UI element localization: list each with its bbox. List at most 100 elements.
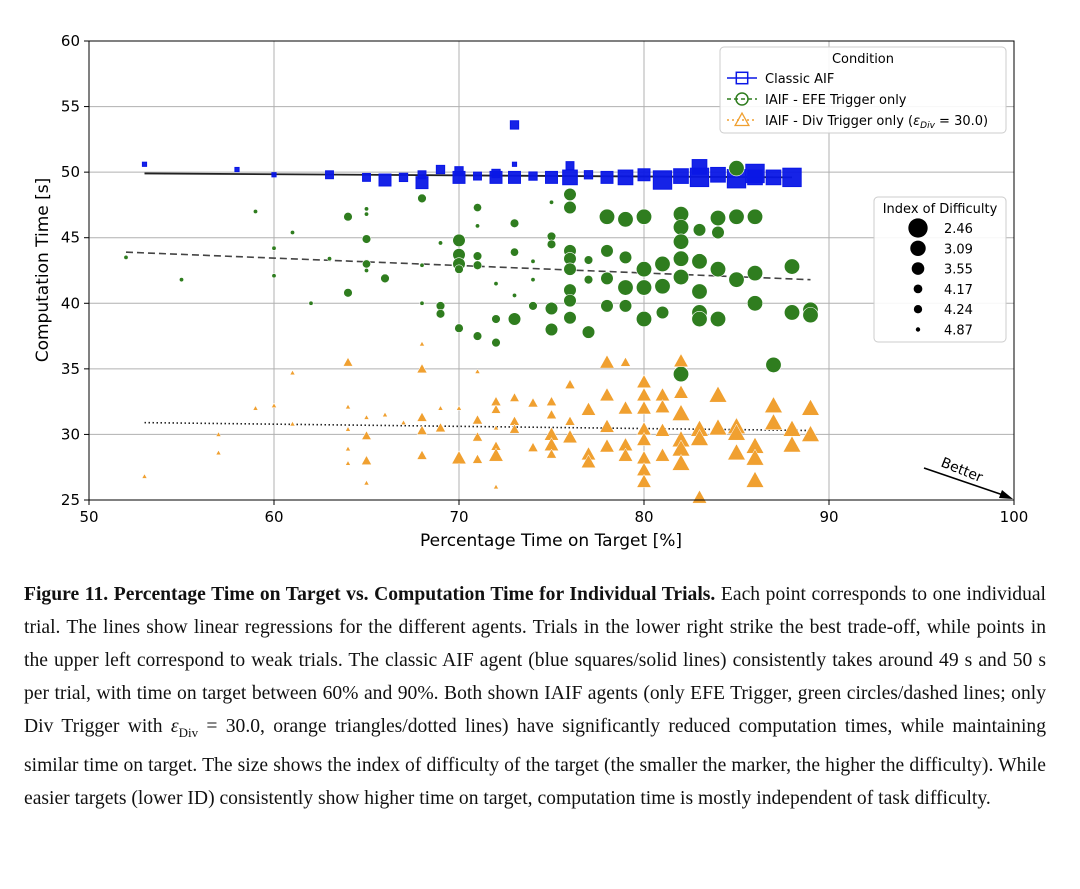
circle-point bbox=[654, 278, 671, 295]
circle-point bbox=[728, 160, 745, 177]
triangle-point bbox=[215, 431, 222, 437]
circle-point bbox=[454, 323, 464, 333]
triangle-point bbox=[636, 400, 652, 415]
caption-subscript: Div bbox=[178, 724, 199, 740]
square-point bbox=[378, 173, 392, 187]
triangle-point bbox=[493, 424, 499, 431]
circle-point bbox=[435, 301, 446, 311]
triangle-point bbox=[271, 402, 277, 408]
circle-point bbox=[362, 259, 371, 269]
triangle-point bbox=[363, 414, 370, 420]
circle-point bbox=[435, 309, 446, 319]
circle-point bbox=[691, 283, 708, 300]
triangle-point bbox=[782, 419, 802, 437]
square-point bbox=[652, 170, 673, 190]
size-legend-title: Index of Difficulty bbox=[883, 202, 998, 217]
triangle-point bbox=[580, 401, 597, 416]
y-tick-label: 35 bbox=[61, 360, 80, 378]
circle-point bbox=[343, 212, 353, 222]
triangle-point bbox=[654, 399, 671, 413]
triangle-point bbox=[416, 363, 428, 374]
triangle-point bbox=[636, 374, 652, 389]
circle-point bbox=[746, 208, 764, 225]
size-legend: Index of Difficulty 2.46 3.09 3.55 4.17 4.24… bbox=[873, 196, 1007, 343]
triangle-point bbox=[673, 353, 689, 368]
circle-point bbox=[709, 210, 727, 227]
circle-point bbox=[672, 366, 690, 383]
figure-caption: Figure 11. Percentage Time on Target vs.… bbox=[24, 578, 1046, 815]
circle-point bbox=[802, 307, 819, 324]
circle-point bbox=[691, 311, 708, 328]
triangle-point bbox=[727, 443, 746, 461]
triangle-point bbox=[345, 403, 351, 410]
circle-point bbox=[491, 314, 501, 324]
circle-point bbox=[711, 225, 725, 240]
circle-point bbox=[581, 325, 596, 339]
legend-label: IAIF - Div Trigger only (εDiv = 30.0) bbox=[765, 114, 988, 131]
circle-point bbox=[491, 337, 501, 348]
triangle-point bbox=[289, 369, 296, 376]
triangle-point bbox=[488, 447, 504, 462]
triangle-point bbox=[289, 420, 296, 427]
circle-point bbox=[417, 193, 427, 204]
triangle-point bbox=[580, 454, 597, 469]
triangle-point bbox=[745, 448, 765, 466]
triangle-point bbox=[599, 438, 615, 453]
circle-point bbox=[728, 271, 745, 288]
triangle-point bbox=[546, 409, 557, 420]
circle-point bbox=[598, 208, 616, 225]
size-legend-marker bbox=[913, 305, 923, 314]
circle-point bbox=[363, 206, 369, 212]
circle-point bbox=[563, 187, 577, 202]
square-point bbox=[234, 166, 240, 173]
triangle-point bbox=[708, 418, 728, 436]
y-axis-label: Computation Time [s] bbox=[33, 178, 53, 363]
y-tick-label: 45 bbox=[61, 229, 80, 247]
triangle-point bbox=[474, 368, 481, 374]
caption-text-1: Each point corresponds to one individual… bbox=[24, 584, 1047, 737]
square-point bbox=[511, 161, 518, 167]
size-legend-label: 2.46 bbox=[944, 222, 973, 237]
x-tick-label: 70 bbox=[449, 508, 468, 526]
legend-marker-circle bbox=[735, 92, 749, 106]
triangle-point bbox=[636, 450, 652, 465]
circle-point bbox=[271, 273, 277, 279]
triangle-point bbox=[472, 453, 483, 464]
x-axis-label: Percentage Time on Target [%] bbox=[420, 531, 682, 551]
circle-point bbox=[509, 218, 520, 228]
triangle-point bbox=[382, 411, 388, 418]
circle-point bbox=[437, 240, 443, 246]
circle-point bbox=[563, 200, 577, 215]
circle-point bbox=[618, 299, 633, 313]
x-tick-label: 50 bbox=[79, 508, 98, 526]
triangle-point bbox=[456, 405, 462, 411]
circle-point bbox=[563, 294, 577, 308]
triangle-point bbox=[636, 473, 652, 488]
triangle-point bbox=[435, 422, 446, 433]
circle-point bbox=[783, 304, 801, 321]
triangle-point bbox=[509, 392, 520, 402]
legend-title: Condition bbox=[832, 52, 894, 67]
circle-point bbox=[308, 300, 314, 306]
circle-point bbox=[380, 273, 390, 284]
triangle-point bbox=[599, 387, 615, 402]
size-legend-label: 3.55 bbox=[944, 263, 973, 278]
circle-point bbox=[363, 211, 369, 217]
circle-point bbox=[617, 211, 634, 228]
caption-symbol: ε bbox=[170, 716, 179, 737]
circle-point bbox=[583, 255, 594, 265]
circle-point bbox=[546, 239, 557, 249]
triangle-point bbox=[562, 429, 578, 444]
plot-frame bbox=[88, 40, 1015, 501]
square-point bbox=[362, 172, 371, 182]
size-legend-label: 3.09 bbox=[944, 242, 973, 257]
triangle-point bbox=[599, 354, 615, 369]
circle-point bbox=[635, 279, 653, 296]
triangle-point bbox=[345, 460, 351, 466]
circle-point bbox=[528, 301, 538, 311]
better-arrow-head bbox=[999, 490, 1013, 499]
circle-point bbox=[289, 229, 295, 235]
triangle-point bbox=[671, 453, 691, 471]
triangle-point bbox=[472, 431, 483, 442]
square-point bbox=[435, 164, 446, 175]
